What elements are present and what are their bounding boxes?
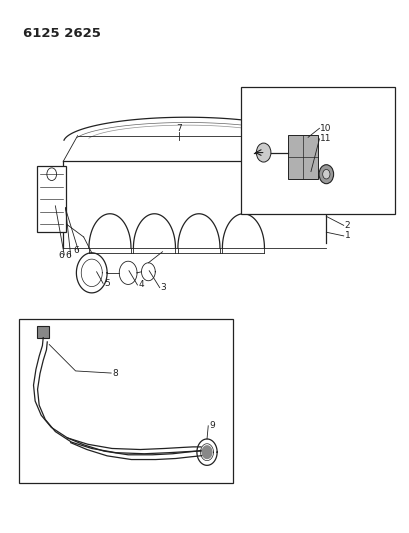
Text: 6125 2625: 6125 2625	[23, 27, 101, 39]
Text: 10: 10	[319, 124, 331, 133]
Text: 2: 2	[344, 221, 349, 230]
Bar	[37, 166, 66, 232]
Polygon shape	[202, 446, 211, 458]
Bar	[241, 87, 394, 214]
Text: 9: 9	[209, 421, 214, 430]
Text: 6: 6	[73, 246, 79, 255]
Bar	[287, 135, 317, 180]
Text: 6: 6	[58, 252, 64, 261]
Text: 6: 6	[65, 252, 71, 261]
Text: 7: 7	[175, 124, 181, 133]
Bar	[37, 326, 49, 338]
Text: 3: 3	[160, 283, 166, 292]
Text: 8: 8	[112, 368, 117, 377]
Text: 5: 5	[103, 279, 109, 288]
Circle shape	[256, 143, 270, 162]
Bar	[19, 319, 233, 483]
Text: 1: 1	[344, 231, 349, 240]
Text: 4: 4	[138, 280, 144, 289]
Circle shape	[322, 169, 329, 179]
Text: 11: 11	[319, 134, 331, 143]
Circle shape	[318, 165, 333, 184]
